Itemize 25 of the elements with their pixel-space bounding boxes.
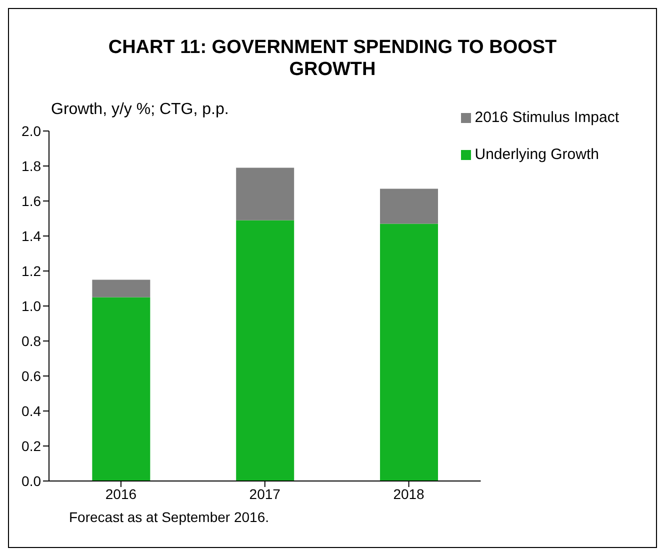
bar	[92, 280, 150, 298]
legend-label: 2016 Stimulus Impact	[474, 109, 619, 126]
y-axis-title: Growth, y/y %; CTG, p.p.	[51, 101, 229, 119]
x-tick-label: 2016	[105, 486, 137, 502]
bar	[92, 297, 150, 481]
y-tick-label: 2.0	[22, 122, 42, 139]
y-tick-label: 1.0	[22, 298, 42, 314]
y-tick-label: 1.6	[22, 192, 42, 209]
bar	[236, 168, 294, 220]
y-tick-label: 1.8	[22, 158, 42, 174]
x-tick-label: 2017	[249, 486, 281, 502]
chart-title: CHART 11: GOVERNMENT SPENDING TO BOOST GROWTH	[107, 37, 558, 81]
x-tick-label: 2018	[393, 486, 425, 502]
y-tick-label: 0.0	[22, 472, 42, 489]
y-tick-label: 1.2	[22, 262, 42, 279]
y-tick-label: 0.8	[22, 332, 42, 349]
legend-label: Underlying Growth	[474, 146, 599, 163]
y-tick-label: 0.2	[22, 438, 42, 454]
text: Forecast as at September 2016.	[69, 509, 269, 525]
bar	[380, 188, 438, 224]
y-tick-label: 0.4	[22, 402, 42, 419]
bar	[380, 224, 438, 481]
y-tick-label: 0.6	[22, 368, 42, 384]
bar	[236, 220, 294, 481]
y-tick-label: 1.4	[22, 228, 42, 244]
